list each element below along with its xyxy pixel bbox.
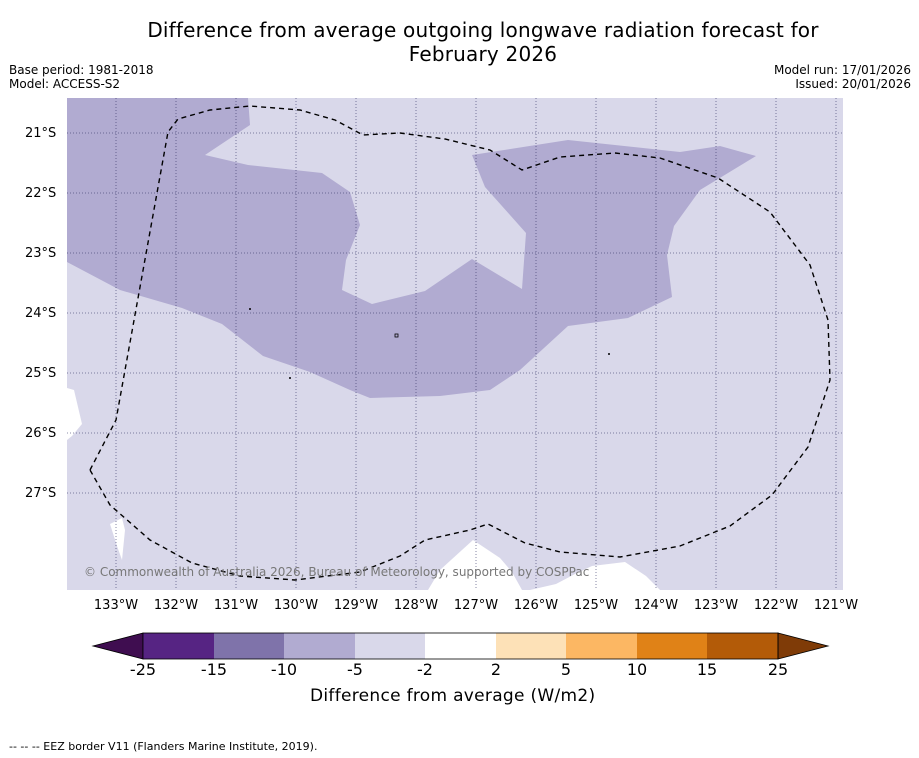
colorbar-band: [425, 633, 496, 659]
neutral-region-south-central: [428, 540, 522, 590]
colorbar-tick-label: 2: [490, 660, 502, 679]
colorbar-tick-label: -15: [200, 660, 228, 679]
base-period-text: Base period: 1981-2018: [9, 63, 154, 77]
longitude-label: 132°W: [153, 598, 199, 613]
longitude-label: 126°W: [513, 598, 559, 613]
islands: [249, 308, 610, 379]
longitude-label: 124°W: [633, 598, 679, 613]
colorbar-tick-label: -10: [270, 660, 298, 679]
map-metadata-left: Base period: 1981-2018 Model: ACCESS-S2: [9, 63, 154, 91]
latitude-gridlines: [67, 132, 843, 494]
longitude-label: 131°W: [213, 598, 259, 613]
map-title-line-2: February 2026: [408, 42, 558, 66]
colorbar: [91, 632, 830, 660]
anomaly-region-minus5: [67, 98, 756, 398]
longitude-label: 122°W: [753, 598, 799, 613]
model-text: Model: ACCESS-S2: [9, 77, 121, 91]
colorbar-band: [566, 633, 637, 659]
latitude-label: 26°S: [25, 426, 57, 441]
colorbar-tick-label: 15: [696, 660, 718, 679]
longitude-label: 129°W: [333, 598, 379, 613]
colorbar-tick-label: 25: [767, 660, 789, 679]
latitude-label: 24°S: [25, 306, 57, 321]
colorbar-extend-high: [777, 632, 830, 660]
latitude-label: 27°S: [25, 486, 57, 501]
colorbar-band: [355, 633, 425, 659]
longitude-gridlines: [115, 98, 837, 590]
map-title: Difference from average outgoing longwav…: [0, 18, 919, 66]
colorbar-band: [214, 633, 284, 659]
colorbar-band: [637, 633, 707, 659]
longitude-label: 127°W: [453, 598, 499, 613]
longitude-label: 123°W: [693, 598, 739, 613]
longitude-label: 130°W: [273, 598, 319, 613]
copyright-text: © Commonwealth of Australia 2026, Bureau…: [84, 565, 590, 579]
colorbar-band: [143, 633, 214, 659]
latitude-label: 25°S: [25, 366, 57, 381]
latitude-label: 23°S: [25, 246, 57, 261]
colorbar-title: Difference from average (W/m2): [310, 686, 596, 706]
model-run-text: Model run: 17/01/2026: [773, 63, 911, 77]
colorbar-band: [284, 633, 355, 659]
colorbar-tick-label: -2: [417, 660, 433, 679]
colorbar-tick-label: -25: [129, 660, 157, 679]
longitude-label: 133°W: [93, 598, 139, 613]
colorbar-extend-low: [91, 632, 144, 660]
colorbar-band: [707, 633, 778, 659]
map-metadata-right: Model run: 17/01/2026 Issued: 20/01/2026: [774, 63, 911, 91]
colorbar-outline: [142, 632, 779, 660]
colorbar-tick-label: 10: [626, 660, 648, 679]
issued-text: Issued: 20/01/2026: [795, 77, 911, 91]
neutral-region-south: [530, 562, 660, 590]
longitude-label: 128°W: [393, 598, 439, 613]
latitude-label: 21°S: [25, 126, 57, 141]
colorbar-tick-label: -5: [347, 660, 363, 679]
longitude-label: 125°W: [573, 598, 619, 613]
colorbar-tick-label: 5: [560, 660, 572, 679]
latitude-label: 22°S: [25, 186, 57, 201]
eez-border: [89, 105, 831, 581]
longitude-label: 121°W: [813, 598, 859, 613]
map-title-line-1: Difference from average outgoing longwav…: [147, 18, 819, 42]
eez-footnote: -- -- -- EEZ border V11 (Flanders Marine…: [9, 740, 318, 753]
neutral-region-west: [67, 388, 82, 440]
neutral-region-southwest: [110, 518, 125, 560]
colorbar-band: [496, 633, 566, 659]
